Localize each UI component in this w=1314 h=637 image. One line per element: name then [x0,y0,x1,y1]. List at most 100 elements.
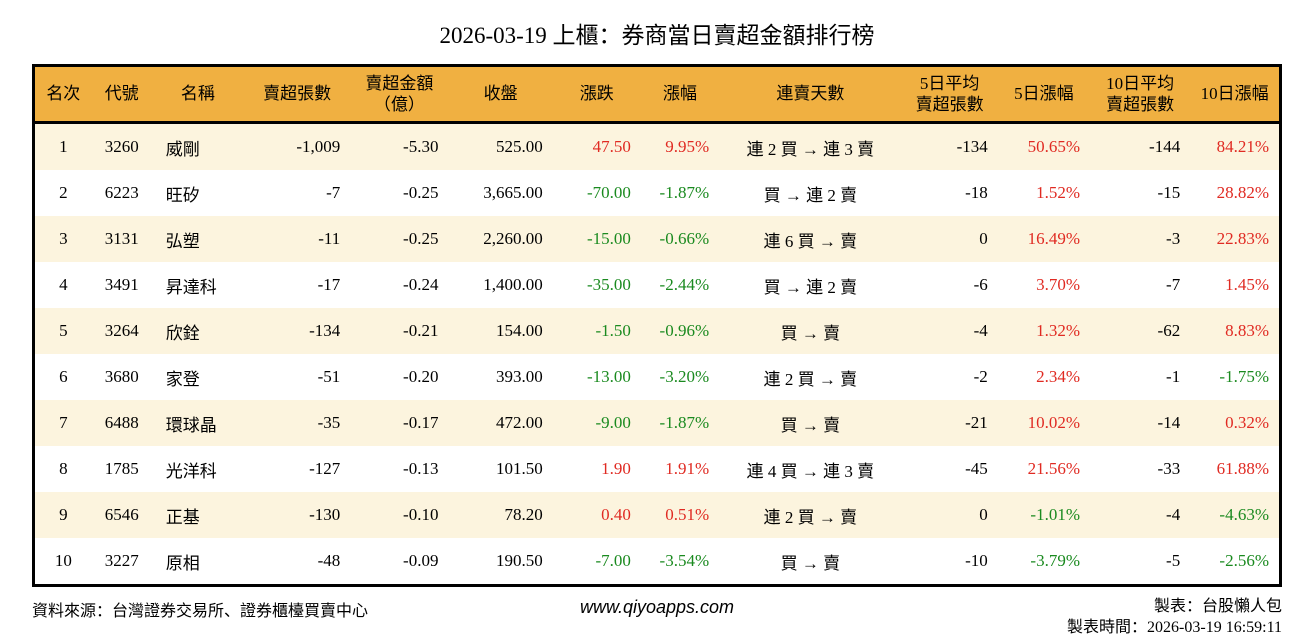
table-header: 名次 代號 名稱 賣超張數 賣超金額 （億） 收盤 漲跌 漲幅 連賣天數 5日平… [33,65,1281,124]
cell-pct10: 28.82% [1216,183,1269,202]
table-row: 8 1785 光洋科 -127 -0.13 101.50 1.90 1.91% … [33,446,1281,492]
cell-pct5: -3.79% [1030,551,1080,570]
cell-pct10: -4.63% [1219,505,1269,524]
cell-net-amount: -0.09 [403,551,439,570]
table-body: 1 3260 威剛 -1,009 -5.30 525.00 47.50 9.95… [33,122,1281,586]
col-header-avg10: 10日平均 賣超張數 [1089,65,1191,124]
cell-change: -70.00 [587,183,631,202]
cell-avg10: -15 [1157,183,1181,202]
cell-change: -15.00 [587,229,631,248]
cell-name: 旺矽 [165,185,200,205]
col-header-name: 名稱 [151,65,244,124]
col-header-pct5: 5日漲幅 [997,65,1090,124]
cell-change: -35.00 [587,275,631,294]
col-header-change-pct: 漲幅 [640,65,720,124]
cell-rank: 10 [54,551,72,570]
cell-net-shares: -1,009 [296,137,341,156]
cell-name: 家登 [165,369,200,389]
cell-streak: 連 2 買 → 連 3 賣 [746,139,875,159]
cell-rank: 1 [59,137,68,156]
cell-net-amount: -5.30 [403,137,439,156]
cell-pct5: 3.70% [1036,275,1080,294]
cell-change: -9.00 [595,413,631,432]
cell-pct10: 8.83% [1225,321,1269,340]
cell-change: 0.40 [601,505,631,524]
cell-code: 3491 [104,275,139,294]
cell-change-pct: -1.87% [659,183,710,202]
table-row: 9 6546 正基 -130 -0.10 78.20 0.40 0.51% 連 … [33,492,1281,538]
cell-net-amount: -0.20 [403,367,439,386]
cell-code: 3131 [104,229,139,248]
col-header-code: 代號 [91,65,152,124]
cell-streak: 買 → 賣 [780,553,841,573]
cell-avg5: -134 [956,137,988,156]
cell-rank: 7 [59,413,68,432]
cell-avg5: -18 [965,183,988,202]
cell-avg5: 0 [979,229,988,248]
cell-pct5: 50.65% [1027,137,1080,156]
cell-name: 正基 [165,507,200,527]
col-header-streak: 連賣天數 [719,65,902,124]
col-header-net-amount: 賣超金額 （億） [350,65,449,124]
col-header-change: 漲跌 [552,65,641,124]
cell-change-pct: 9.95% [665,137,710,156]
cell-net-shares: -127 [309,459,341,478]
cell-pct10: 0.32% [1225,413,1269,432]
cell-net-shares: -51 [317,367,341,386]
table-row: 5 3264 欣銓 -134 -0.21 154.00 -1.50 -0.96%… [33,308,1281,354]
ranking-table-wrap: 名次 代號 名稱 賣超張數 賣超金額 （億） 收盤 漲跌 漲幅 連賣天數 5日平… [32,64,1282,587]
cell-streak: 買 → 連 2 賣 [763,277,858,297]
cell-name: 光洋科 [165,461,217,481]
cell-name: 欣銓 [165,323,200,343]
ranking-table: 名次 代號 名稱 賣超張數 賣超金額 （億） 收盤 漲跌 漲幅 連賣天數 5日平… [32,64,1282,587]
cell-change: 47.50 [592,137,631,156]
cell-streak: 連 2 買 → 賣 [763,507,858,527]
col-header-net-shares: 賣超張數 [243,65,351,124]
cell-change-pct: 0.51% [665,505,710,524]
cell-name: 弘塑 [165,231,200,251]
cell-change-pct: -0.96% [659,321,710,340]
cell-pct5: 2.34% [1036,367,1080,386]
table-row: 3 3131 弘塑 -11 -0.25 2,260.00 -15.00 -0.6… [33,216,1281,262]
cell-avg10: -62 [1157,321,1181,340]
cell-pct10: -2.56% [1219,551,1269,570]
cell-code: 1785 [104,459,139,478]
cell-code: 3264 [104,321,139,340]
cell-code: 6223 [104,183,139,202]
cell-streak: 買 → 連 2 賣 [763,185,858,205]
cell-streak: 買 → 賣 [780,323,841,343]
cell-avg5: -10 [965,551,988,570]
cell-close: 1,400.00 [483,275,543,294]
cell-name: 環球晶 [165,415,217,435]
cell-avg5: -4 [973,321,988,340]
cell-avg10: -4 [1166,505,1181,524]
cell-change-pct: -2.44% [659,275,710,294]
cell-avg10: -3 [1166,229,1181,248]
cell-avg5: -2 [973,367,988,386]
cell-name: 昇達科 [165,277,217,297]
cell-avg5: -6 [973,275,988,294]
cell-avg10: -1 [1166,367,1181,386]
table-row: 6 3680 家登 -51 -0.20 393.00 -13.00 -3.20%… [33,354,1281,400]
cell-code: 6546 [104,505,139,524]
cell-net-amount: -0.21 [403,321,439,340]
cell-net-shares: -48 [317,551,341,570]
cell-streak: 連 6 買 → 賣 [763,231,858,251]
cell-change: 1.90 [601,459,631,478]
cell-rank: 9 [59,505,68,524]
col-header-pct10: 10日漲幅 [1190,65,1281,124]
cell-close: 393.00 [495,367,543,386]
cell-close: 525.00 [495,137,543,156]
cell-net-amount: -0.13 [403,459,439,478]
report-timestamp: 製表時間：2026-03-19 16:59:11 [1067,619,1282,636]
cell-avg5: 0 [979,505,988,524]
cell-pct5: 1.32% [1036,321,1080,340]
cell-code: 6488 [104,413,139,432]
cell-change: -13.00 [587,367,631,386]
table-row: 1 3260 威剛 -1,009 -5.30 525.00 47.50 9.95… [33,122,1281,170]
cell-pct10: 1.45% [1225,275,1269,294]
cell-change-pct: -3.54% [659,551,710,570]
cell-net-shares: -17 [317,275,341,294]
cell-code: 3260 [104,137,139,156]
cell-avg10: -144 [1149,137,1181,156]
